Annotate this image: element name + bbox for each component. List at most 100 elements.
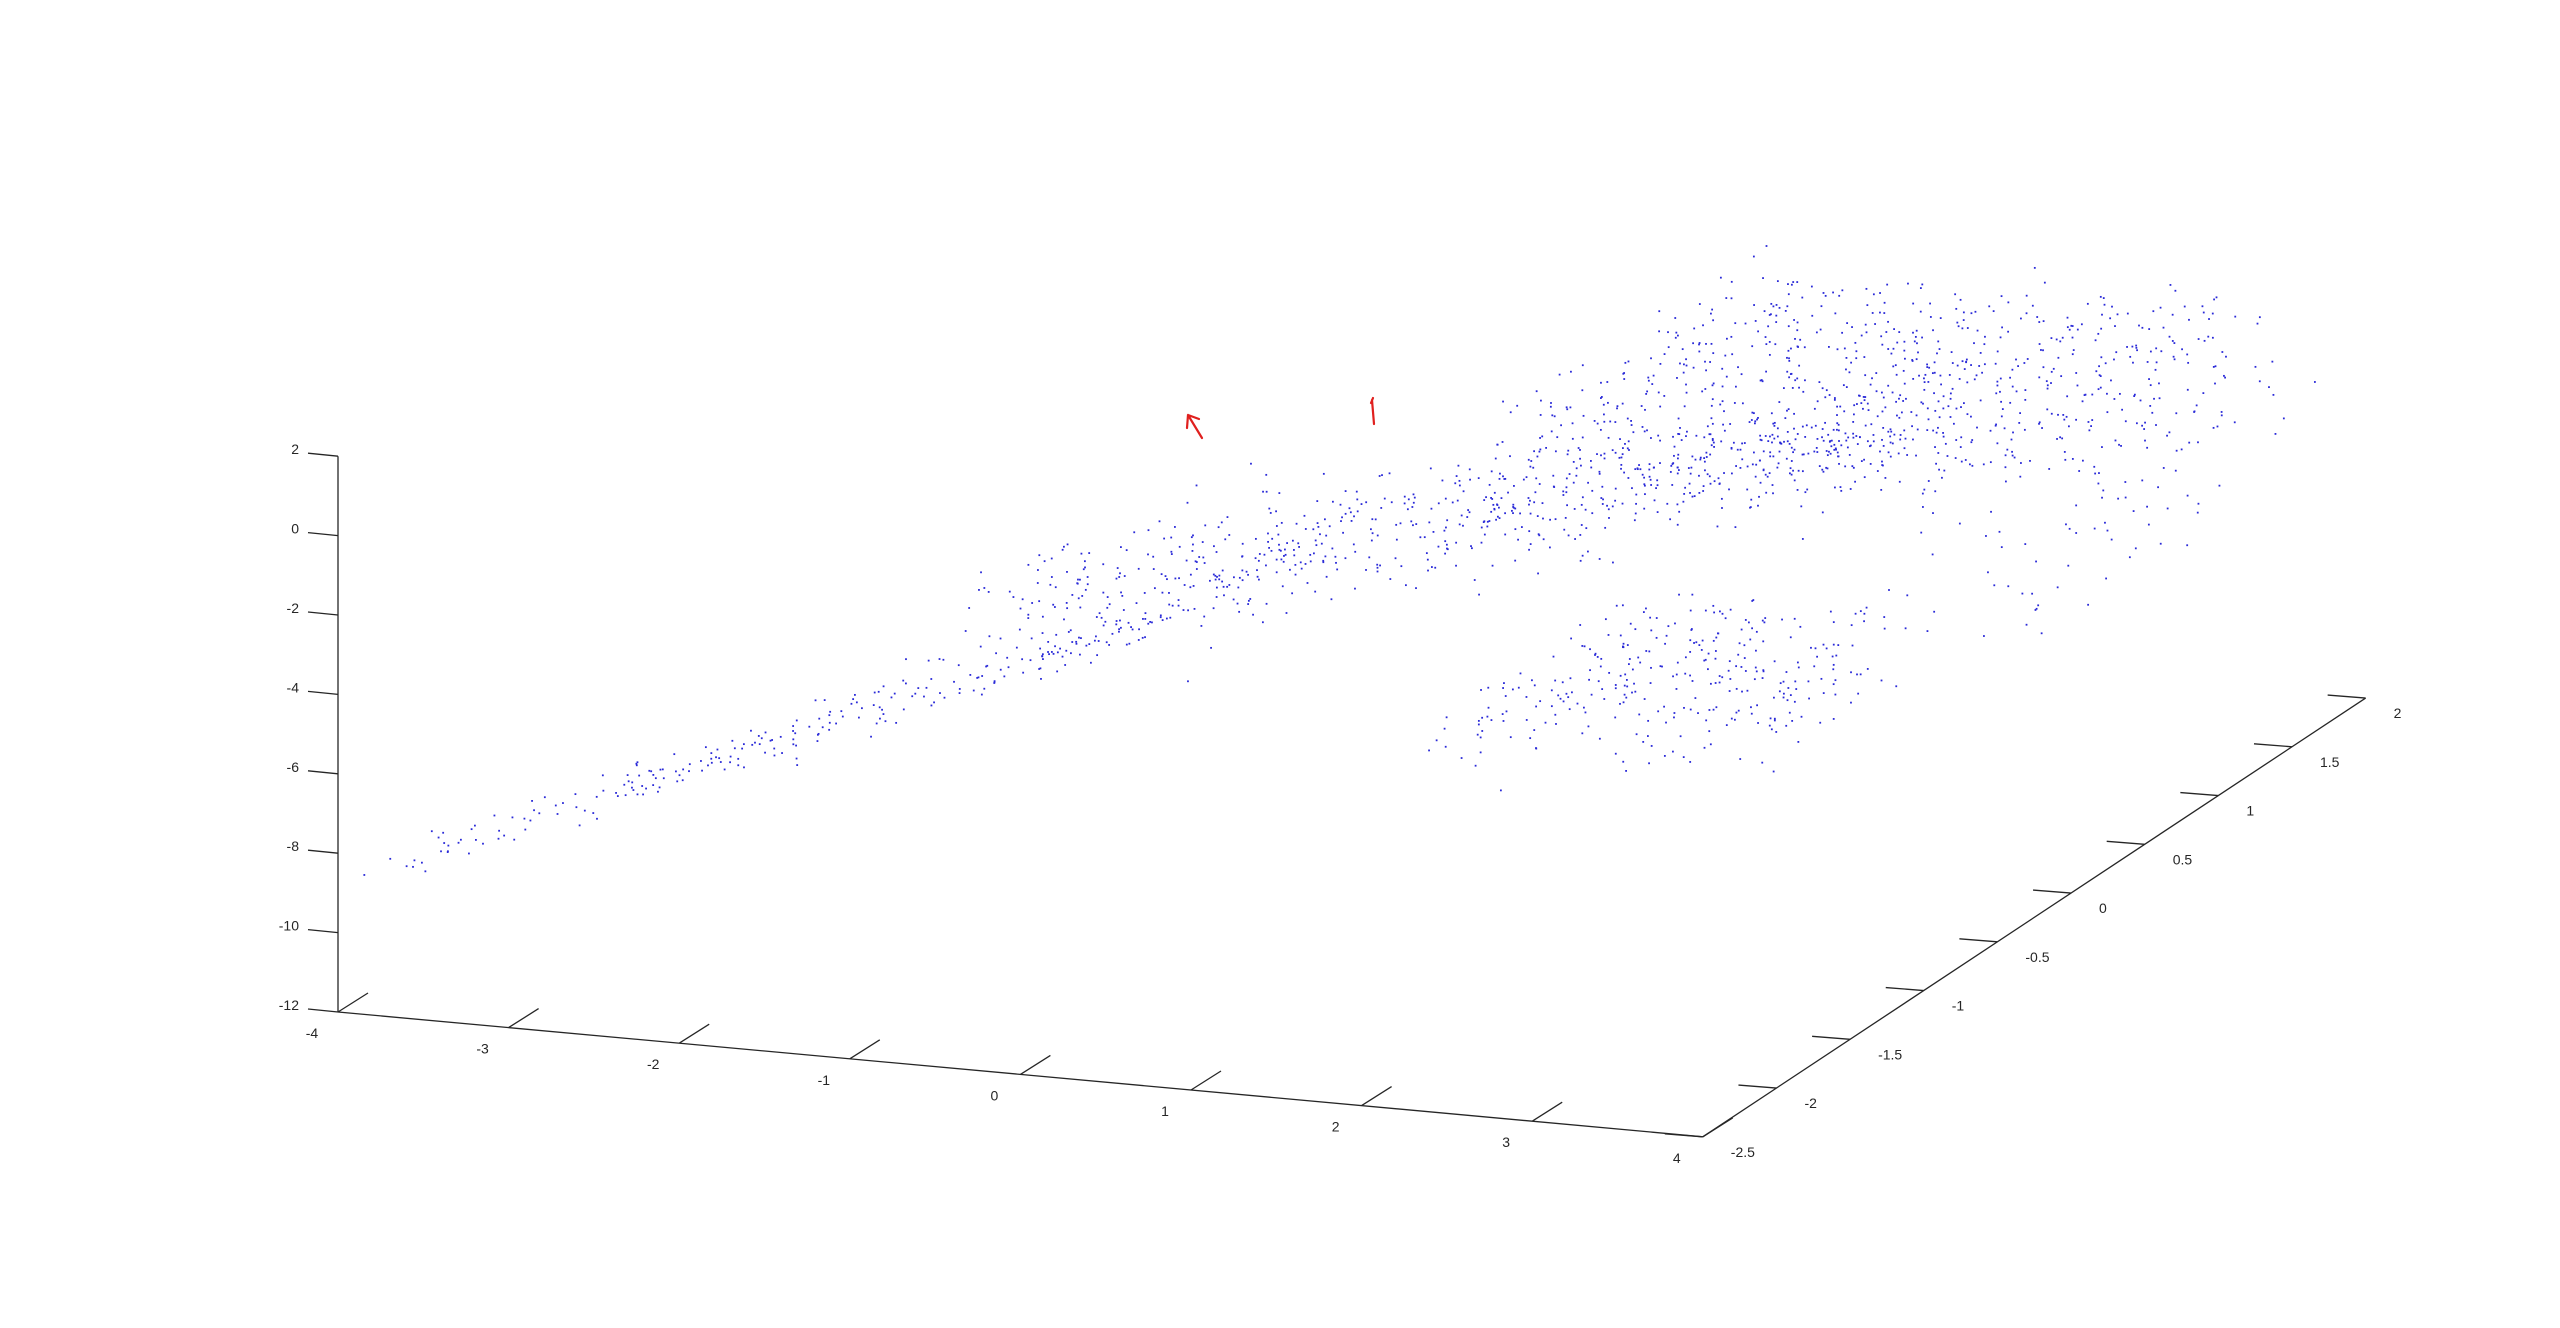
data-point [1698,303,1701,305]
data-point [2129,355,2132,358]
data-point [1563,528,1566,531]
data-point [1984,335,1986,338]
data-point [1228,534,1231,536]
data-point [2171,313,2174,316]
data-point [1951,362,1954,364]
data-point [2093,465,2096,468]
data-point [1741,690,1743,693]
data-point [1682,500,1685,503]
data-point [1950,351,1953,353]
data-point [875,722,878,725]
data-point [1655,636,1658,639]
data-point [878,706,881,709]
data-point [1699,456,1702,459]
data-point [1787,325,1790,328]
data-point [1529,499,1531,502]
data-point [2183,305,2186,308]
data-point [1651,383,1654,385]
data-point [1335,561,1337,564]
data-point [1871,377,1873,380]
data-point [1883,616,1886,618]
data-point [1755,630,1758,633]
data-point [1983,635,1985,637]
data-point [1596,453,1598,455]
data-point [533,809,535,812]
data-point [1836,428,1838,431]
data-point [1794,438,1797,441]
data-point [2068,328,2071,331]
data-point [2186,353,2189,356]
data-point [1630,424,1633,426]
data-point [1686,430,1688,433]
data-point [1816,655,1818,658]
data-point [1596,422,1599,425]
data-point [1757,722,1759,724]
data-point [1926,407,1929,410]
data-point [1837,423,1840,426]
data-point [556,813,559,815]
data-point [1467,509,1470,511]
data-point [1039,667,1042,670]
data-point [1344,557,1347,560]
y-tick-label: -2.5 [1731,1144,1755,1160]
data-point [650,770,653,773]
data-point [1796,321,1799,324]
data-point [1934,446,1936,448]
data-point [1428,749,1430,752]
data-point [1725,375,1728,378]
data-point [2155,347,2158,350]
data-point [1753,451,1755,454]
data-point [829,710,832,713]
data-point [2081,400,2084,403]
data-point [1880,488,1883,491]
data-point [1600,454,1602,457]
data-point [729,761,731,764]
data-point [1790,473,1793,476]
data-point [1746,488,1749,491]
data-point [1106,606,1109,609]
data-point [1882,426,1885,429]
data-point [1170,550,1173,553]
data-point [1995,392,1998,395]
data-point [1705,719,1708,722]
data-point [1315,544,1318,547]
data-point [1852,466,1855,469]
data-point [1862,396,1865,398]
data-point [2024,389,2027,391]
data-point [1079,606,1082,609]
data-point [1564,516,1567,519]
data-point [1590,466,1593,469]
data-point [1786,440,1789,443]
data-point [2197,502,2200,505]
data-point [1775,731,1778,733]
data-point [1832,643,1835,646]
data-point [1600,657,1603,660]
data-point [2168,431,2171,434]
data-point [1874,323,1876,325]
data-point [930,678,933,680]
data-point [1844,432,1847,435]
data-point [1691,680,1694,682]
data-point [2207,335,2210,338]
data-point [2151,411,2154,414]
data-point [1483,533,1486,536]
data-point [1990,510,1992,513]
data-point [1714,657,1717,660]
data-point [1502,720,1505,722]
data-point [2029,459,2031,462]
data-point [2013,456,2016,459]
data-point [1807,452,1810,455]
data-point [1889,435,1892,438]
data-point [1685,383,1687,386]
data-point [1938,468,1940,471]
data-point [1566,504,1568,507]
data-point [1669,518,1672,521]
data-point [1241,542,1244,545]
data-point [1444,552,1447,555]
data-point [1556,436,1559,439]
data-point [1982,463,1985,466]
data-point [2098,472,2100,474]
data-point [1331,547,1334,550]
data-point [1080,637,1082,640]
data-point [470,828,473,831]
